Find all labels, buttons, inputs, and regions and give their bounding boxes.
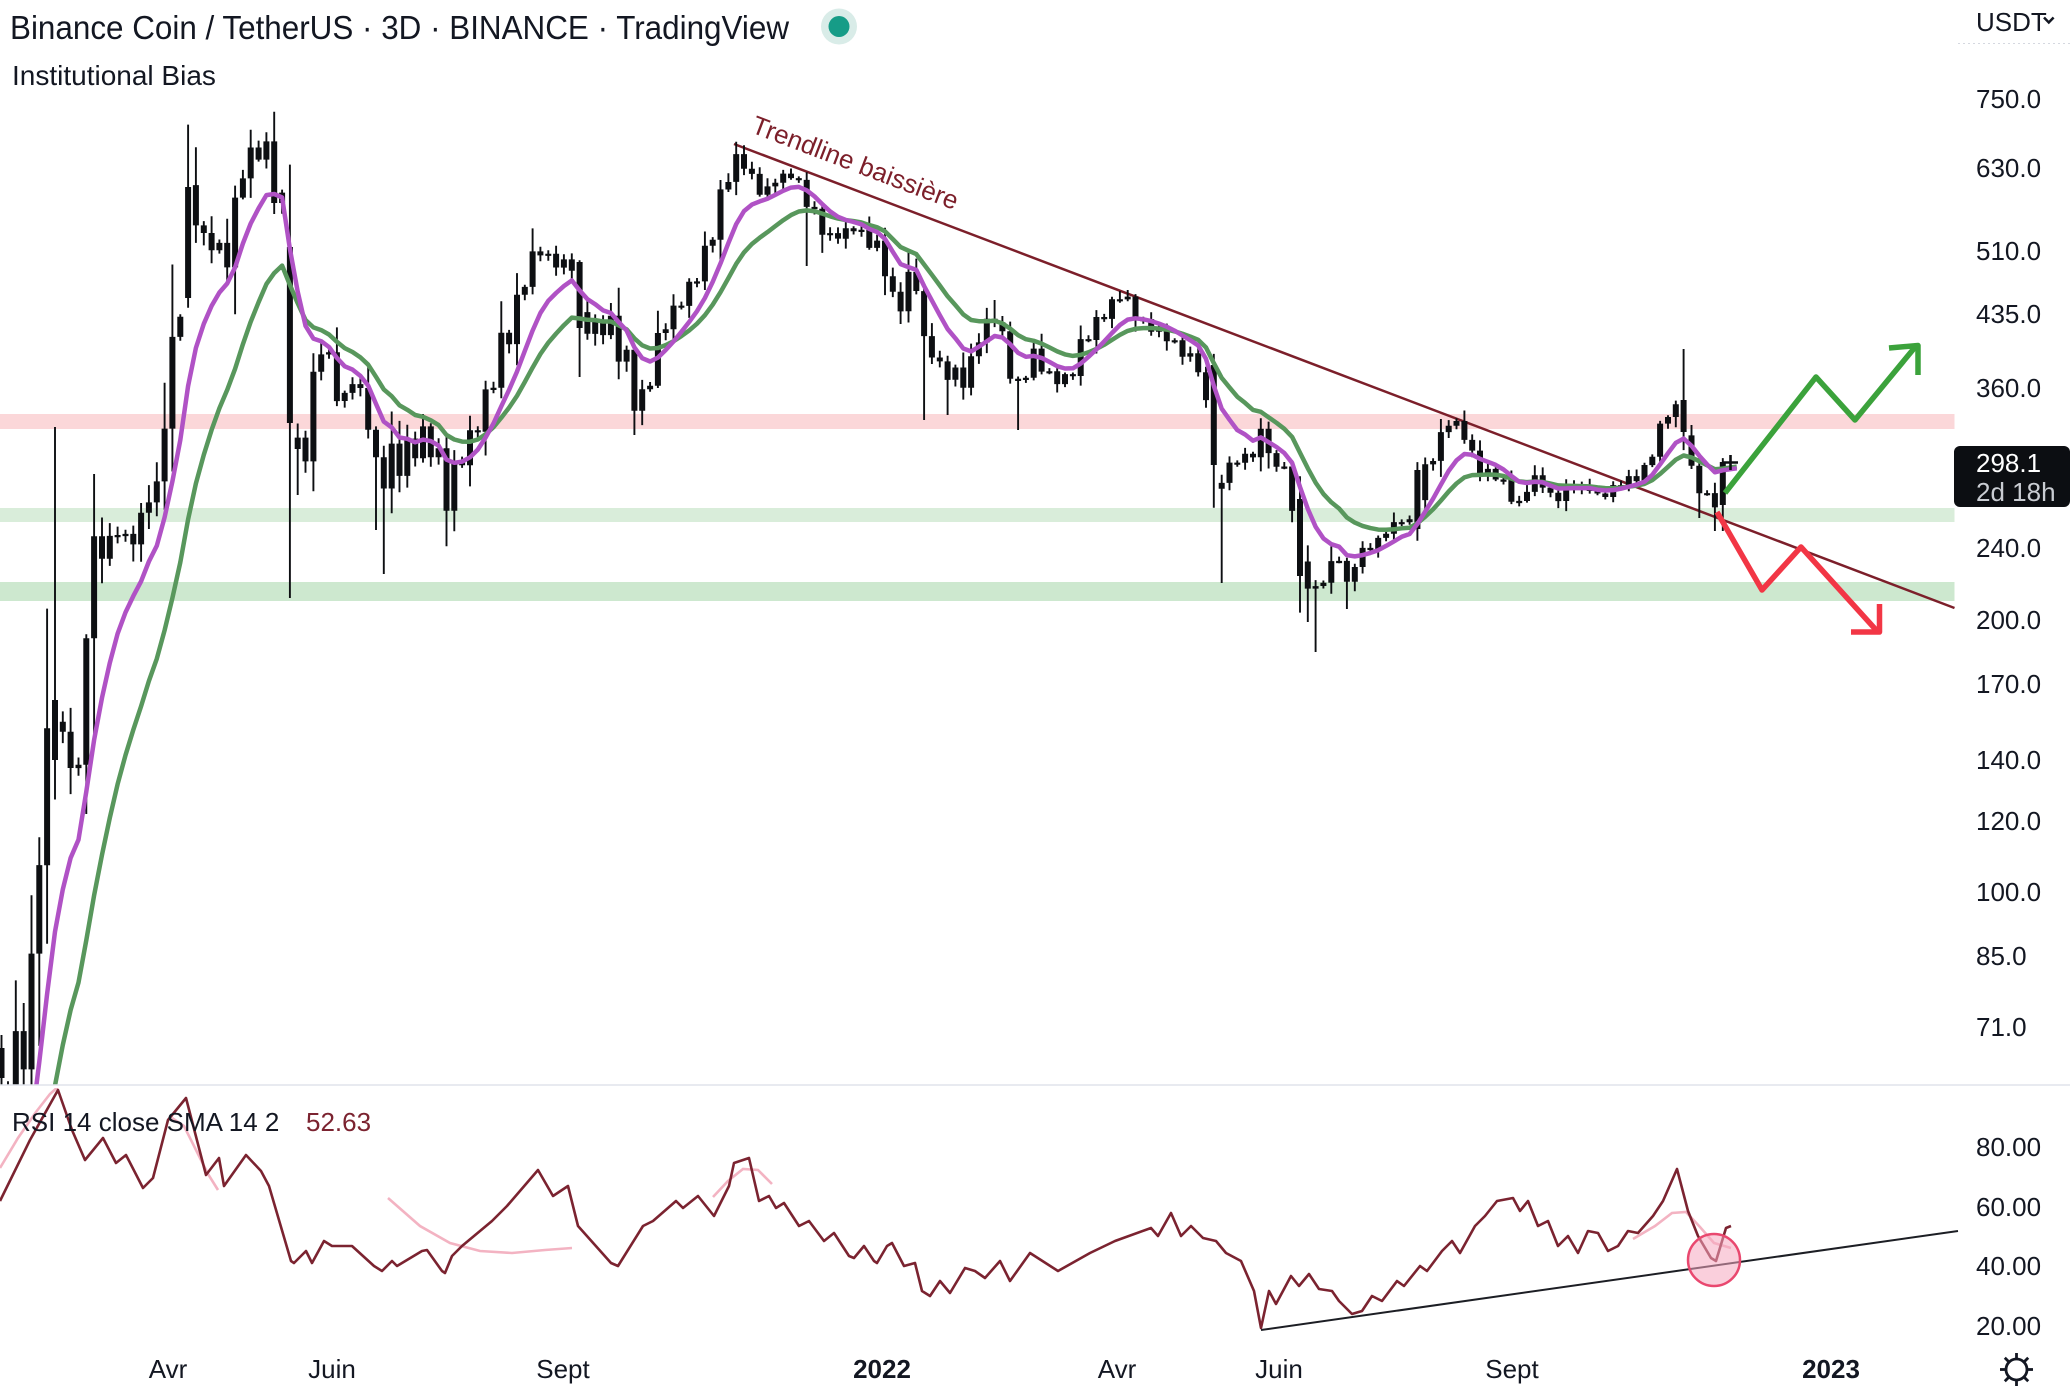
svg-text:435.0: 435.0 — [1976, 299, 2041, 329]
svg-text:Binance Coin / TetherUS · 3D ·: Binance Coin / TetherUS · 3D · BINANCE ·… — [10, 9, 789, 46]
svg-text:85.0: 85.0 — [1976, 941, 2027, 971]
svg-text:510.0: 510.0 — [1976, 236, 2041, 266]
svg-text:Juin: Juin — [1255, 1354, 1303, 1384]
svg-text:80.00: 80.00 — [1976, 1132, 2041, 1162]
svg-text:60.00: 60.00 — [1976, 1192, 2041, 1222]
svg-text:Avr: Avr — [149, 1354, 188, 1384]
svg-text:170.0: 170.0 — [1976, 669, 2041, 699]
svg-text:2022: 2022 — [853, 1354, 911, 1384]
svg-text:140.0: 140.0 — [1976, 745, 2041, 775]
svg-text:Institutional Bias: Institutional Bias — [12, 60, 216, 91]
svg-text:298.1: 298.1 — [1976, 448, 2041, 478]
svg-text:2023: 2023 — [1802, 1354, 1860, 1384]
svg-text:750.0: 750.0 — [1976, 84, 2041, 114]
svg-text:USDT: USDT — [1976, 7, 2047, 37]
svg-text:40.00: 40.00 — [1976, 1251, 2041, 1281]
svg-text:100.0: 100.0 — [1976, 877, 2041, 907]
svg-text:Avr: Avr — [1098, 1354, 1137, 1384]
svg-text:71.0: 71.0 — [1976, 1012, 2027, 1042]
svg-text:Sept: Sept — [536, 1354, 590, 1384]
svg-text:630.0: 630.0 — [1976, 153, 2041, 183]
svg-text:2d 18h: 2d 18h — [1976, 477, 2056, 507]
svg-text:360.0: 360.0 — [1976, 373, 2041, 403]
svg-text:240.0: 240.0 — [1976, 533, 2041, 563]
svg-text:200.0: 200.0 — [1976, 605, 2041, 635]
svg-text:RSI 14 close SMA 14 2: RSI 14 close SMA 14 2 — [12, 1107, 279, 1137]
svg-text:Sept: Sept — [1485, 1354, 1539, 1384]
svg-text:20.00: 20.00 — [1976, 1311, 2041, 1341]
svg-text:120.0: 120.0 — [1976, 806, 2041, 836]
svg-text:Juin: Juin — [308, 1354, 356, 1384]
svg-text:52.63: 52.63 — [306, 1107, 371, 1137]
